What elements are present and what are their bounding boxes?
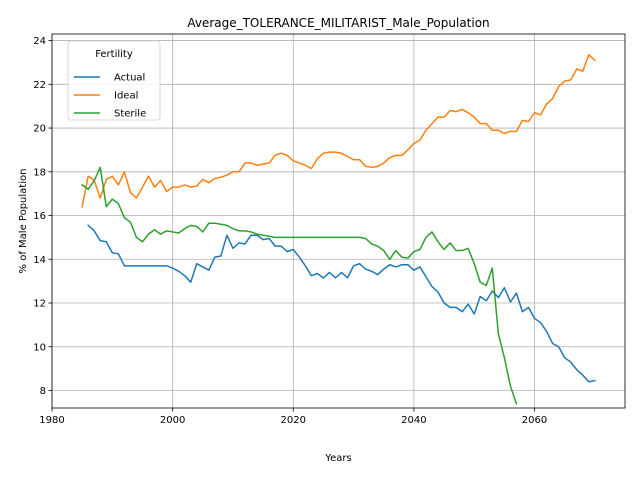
legend: Fertility Actual Ideal Sterile [67,40,161,121]
plot-area-frame [51,33,626,409]
grid [51,34,625,408]
y-axis-ticks: 8 10 12 14 16 18 20 22 24 [33,36,52,397]
series-line-actual [87,224,596,383]
y-axis-label: % of Male Population [18,169,29,274]
series-lines [81,54,596,405]
x-axis-label: Years [324,453,351,464]
y-tick-label: 10 [33,342,46,353]
y-tick-label: 24 [33,36,46,47]
series-line-sterile [81,166,518,405]
x-tick-label: 2000 [160,415,185,426]
x-tick-label: 2020 [281,415,306,426]
legend-box [67,40,161,121]
y-tick-label: 20 [33,124,46,135]
y-tick-label: 16 [33,211,46,222]
y-tick-label: 22 [33,80,46,91]
x-tick-label: 2060 [522,415,547,426]
legend-label-actual: Actual [114,73,145,84]
y-tick-label: 14 [33,255,46,266]
legend-title: Fertility [95,49,133,60]
chart-title: Average_TOLERANCE_MILITARIST_Male_Popula… [187,16,489,30]
y-tick-label: 18 [33,167,46,178]
y-tick-label: 8 [40,386,46,397]
legend-label-ideal: Ideal [114,91,138,102]
x-tick-label: 2040 [401,415,426,426]
x-axis-ticks: 1980 2000 2020 2040 2060 [39,408,547,426]
legend-items: Actual Ideal Sterile [74,73,146,120]
legend-label-sterile: Sterile [114,109,146,120]
y-tick-label: 12 [33,299,46,310]
x-tick-label: 1980 [39,415,64,426]
series-line-ideal [81,54,596,208]
